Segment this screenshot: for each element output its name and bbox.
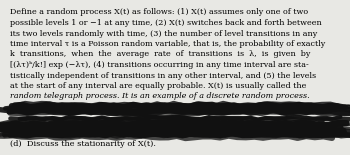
Text: at the start of any interval are equally probable. X(t) is usually called the: at the start of any interval are equally… xyxy=(10,82,306,90)
Text: k  transitions,  when  the  average  rate  of  transitions  is  λ,  is  given  b: k transitions, when the average rate of … xyxy=(10,51,310,58)
Text: possible levels 1 or −1 at any time, (2) X(t) switches back and forth between: possible levels 1 or −1 at any time, (2)… xyxy=(10,19,322,27)
Text: its two levels randomly with time, (3) the number of level transitions in any: its two levels randomly with time, (3) t… xyxy=(10,29,317,38)
Text: time interval τ is a Poisson random variable, that is, the probability of exactl: time interval τ is a Poisson random vari… xyxy=(10,40,325,48)
Text: random telegraph process. It is an example of a discrete random process.: random telegraph process. It is an examp… xyxy=(10,93,310,100)
Text: [(λτ)ᵏ/k!] exp (−λτ), (4) transitions occurring in any time interval are sta-: [(λτ)ᵏ/k!] exp (−λτ), (4) transitions oc… xyxy=(10,61,309,69)
Text: tistically independent of transitions in any other interval, and (5) the levels: tistically independent of transitions in… xyxy=(10,71,316,80)
Text: (d)  Discuss the stationarity of X(t).: (d) Discuss the stationarity of X(t). xyxy=(10,140,156,148)
Text: Define a random process X(t) as follows: (1) X(t) assumes only one of two: Define a random process X(t) as follows:… xyxy=(10,9,308,16)
